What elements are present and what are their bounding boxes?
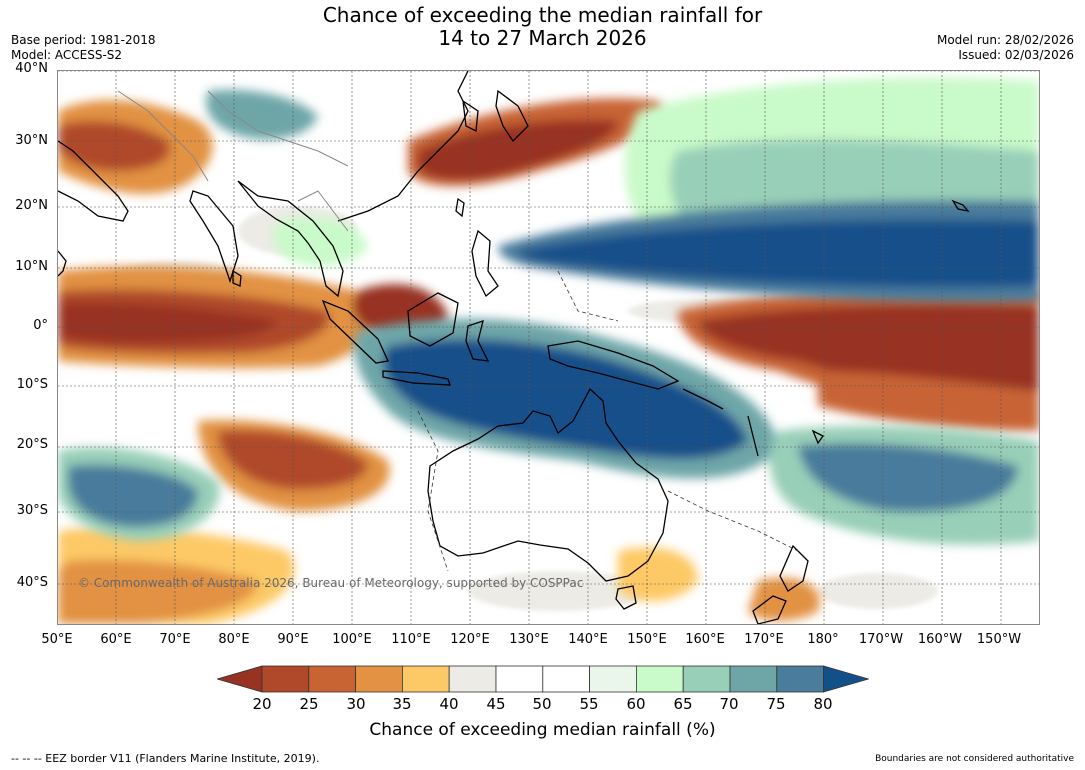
- lon-label-180: 180°: [807, 632, 839, 647]
- eez-borders: [417, 270, 799, 572]
- philippines-coastline: [471, 229, 499, 298]
- base-period: Base period: 1981-2018: [11, 33, 156, 47]
- legend-swatch: [729, 665, 778, 693]
- legend-tick-25: 25: [299, 695, 319, 713]
- model-name: Model: ACCESS-S2: [11, 48, 123, 62]
- lat-label-10n: 10°N: [15, 259, 48, 274]
- vanuatu-coastline: [747, 415, 759, 457]
- sri-lanka-coastline: [232, 269, 242, 287]
- base-period-info: Base period: 1981-2018 Model: ACCESS-S2: [11, 33, 156, 63]
- lat-label-20n: 20°N: [15, 198, 48, 213]
- lon-label-50e: 50°E: [41, 632, 73, 647]
- legend-swatch: [448, 665, 497, 693]
- new-guinea-coastline: [547, 340, 680, 390]
- lon-label-160w: 160°W: [917, 632, 963, 647]
- map-title: Chance of exceeding the median rainfall …: [0, 4, 1085, 50]
- lat-label-20s: 20°S: [16, 437, 48, 452]
- above-median-regions: [58, 77, 1039, 545]
- fiji-coastline: [811, 429, 824, 445]
- tasmania-coastline: [615, 585, 637, 610]
- hawaii-coastline: [951, 199, 970, 212]
- legend-colorbar: [217, 665, 869, 693]
- japan-coastline: [495, 89, 529, 143]
- lon-label-60e: 60°E: [100, 632, 132, 647]
- australia-coastline: [427, 387, 669, 582]
- legend-swatch: [682, 665, 731, 693]
- lat-label-40n: 40°N: [15, 61, 48, 76]
- legend-tick-30: 30: [346, 695, 366, 713]
- legend-swatch: [495, 665, 544, 693]
- legend-tick-40: 40: [439, 695, 459, 713]
- lat-label-30n: 30°N: [15, 133, 48, 148]
- legend-arrow-low: [217, 665, 263, 693]
- china-coastline: [337, 71, 469, 222]
- legend-tick-35: 35: [392, 695, 412, 713]
- coastlines: [58, 71, 970, 624]
- legend-title: Chance of exceeding median rainfall (%): [369, 720, 716, 740]
- lon-label-110e: 110°E: [391, 632, 431, 647]
- lon-label-150w: 150°W: [976, 632, 1022, 647]
- solomon-islands-coastline: [682, 388, 724, 410]
- taiwan-coastline: [455, 197, 465, 218]
- lat-label-40s: 40°S: [16, 575, 48, 590]
- legend-swatch: [261, 665, 310, 693]
- africa-horn-coastline: [58, 250, 67, 277]
- issued-date: Issued: 02/03/2026: [958, 48, 1074, 62]
- legend-swatches: [217, 665, 869, 693]
- new-zealand-coastline: [752, 544, 809, 624]
- southeast-asia-coastline: [237, 180, 344, 298]
- borneo-coastline: [407, 292, 459, 347]
- run-info: Model run: 28/02/2026 Issued: 02/03/2026: [937, 33, 1074, 63]
- lat-label-equator: 0°: [33, 318, 48, 333]
- model-run: Model run: 28/02/2026: [936, 33, 1074, 47]
- lon-label-70e: 70°E: [159, 632, 191, 647]
- legend-tick-75: 75: [766, 695, 786, 713]
- legend-swatch: [401, 665, 450, 693]
- java-coastline: [382, 370, 451, 386]
- rainfall-map: © Commonwealth of Australia 2026, Bureau…: [57, 70, 1040, 625]
- lat-label-30s: 30°S: [16, 503, 48, 518]
- legend-arrow-high: [823, 665, 869, 693]
- boundaries-disclaimer: Boundaries are not considered authoritat…: [875, 754, 1074, 764]
- korea-coastline: [462, 99, 479, 133]
- legend-swatch: [635, 665, 684, 693]
- legend-tick-20: 20: [252, 695, 272, 713]
- legend-tick-80: 80: [813, 695, 833, 713]
- rainfall-map-svg: [58, 71, 1039, 624]
- eez-border-note: -- -- -- EEZ border V11 (Flanders Marine…: [11, 752, 320, 765]
- india-coastline: [189, 190, 239, 284]
- lon-label-120e: 120°E: [450, 632, 490, 647]
- lon-label-170w: 170°W: [858, 632, 904, 647]
- lon-label-130e: 130°E: [509, 632, 549, 647]
- legend-swatch: [776, 665, 824, 693]
- copyright-notice: © Commonwealth of Australia 2026, Bureau…: [78, 576, 584, 590]
- title-line-1: Chance of exceeding the median rainfall …: [322, 3, 763, 27]
- lon-label-80e: 80°E: [218, 632, 250, 647]
- sulawesi-coastline: [465, 320, 490, 362]
- title-line-2: 14 to 27 March 2026: [438, 26, 647, 50]
- lon-label-160e: 160°E: [685, 632, 725, 647]
- legend-tick-65: 65: [673, 695, 693, 713]
- arabia-coastline: [58, 140, 129, 222]
- lon-label-100e: 100°E: [332, 632, 372, 647]
- legend-tick-50: 50: [532, 695, 552, 713]
- country-borders: [117, 90, 349, 232]
- legend-tick-70: 70: [719, 695, 739, 713]
- legend-tick-60: 60: [626, 695, 646, 713]
- lon-label-170e: 170°E: [744, 632, 784, 647]
- legend-swatch: [355, 665, 403, 693]
- lat-label-10s: 10°S: [16, 377, 48, 392]
- legend-swatch: [308, 665, 357, 693]
- lon-label-90e: 90°E: [277, 632, 309, 647]
- legend-swatch: [542, 665, 590, 693]
- graticule: [58, 71, 1039, 624]
- sumatra-coastline: [321, 299, 389, 364]
- legend-swatch: [589, 665, 637, 693]
- legend-tick-55: 55: [579, 695, 599, 713]
- lon-label-150e: 150°E: [627, 632, 667, 647]
- lon-label-140e: 140°E: [568, 632, 608, 647]
- legend-tick-45: 45: [486, 695, 506, 713]
